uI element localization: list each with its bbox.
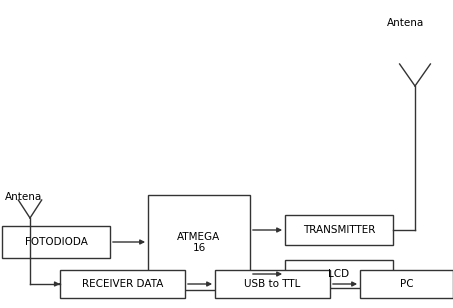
Bar [60,270,185,298]
Text: TRANSMITTER: TRANSMITTER [303,225,375,235]
Text: USB to TTL: USB to TTL [244,279,301,289]
Text: FOTODIODA: FOTODIODA [24,237,87,247]
Bar [285,215,393,245]
Text: LCD: LCD [328,269,350,279]
Bar [148,195,250,290]
Bar [360,270,453,298]
Text: RECEIVER DATA: RECEIVER DATA [82,279,163,289]
Text: Antena: Antena [387,18,424,28]
Bar [215,270,330,298]
Text: Antena: Antena [5,192,42,202]
Text: ATMEGA
16: ATMEGA 16 [178,232,221,253]
Text: PC: PC [400,279,413,289]
Bar [285,260,393,288]
Bar [2,226,110,258]
